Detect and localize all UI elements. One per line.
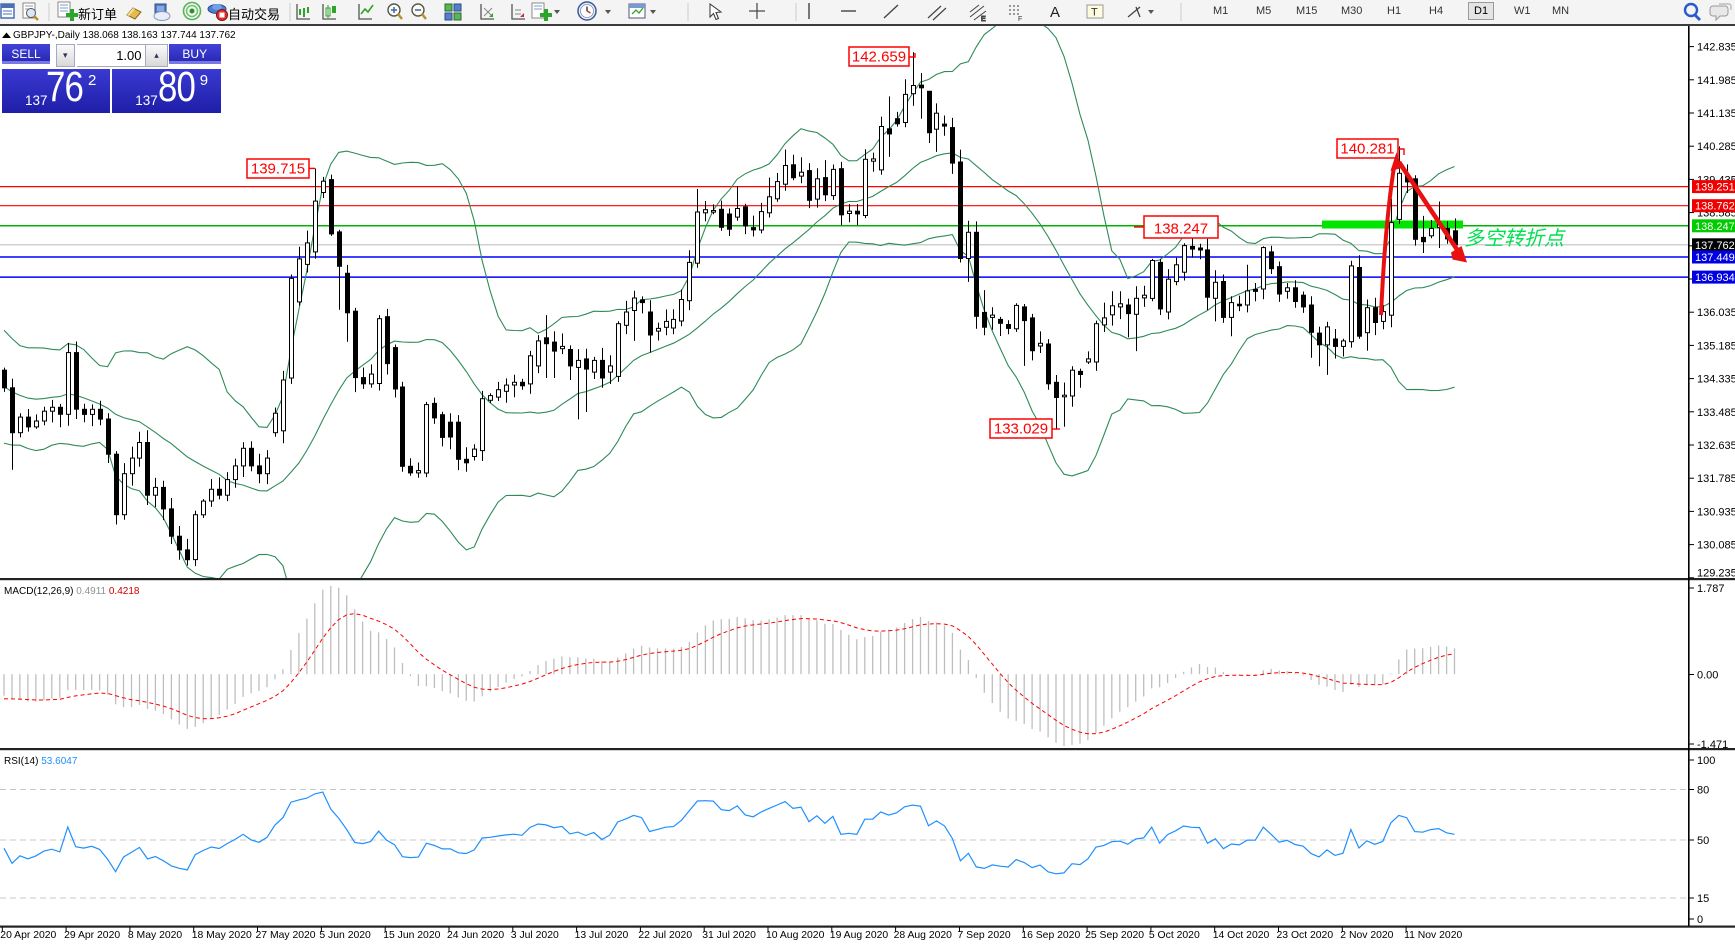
svg-text:14 Oct 2020: 14 Oct 2020 bbox=[1213, 930, 1270, 941]
svg-text:15 Jun 2020: 15 Jun 2020 bbox=[383, 930, 440, 941]
svg-text:130.085: 130.085 bbox=[1697, 540, 1735, 552]
svg-text:141.135: 141.135 bbox=[1697, 108, 1735, 120]
svg-text:7 Sep 2020: 7 Sep 2020 bbox=[958, 930, 1011, 941]
svg-text:2 Nov 2020: 2 Nov 2020 bbox=[1340, 930, 1393, 941]
svg-text:134.335: 134.335 bbox=[1697, 374, 1735, 386]
svg-text:16 Sep 2020: 16 Sep 2020 bbox=[1021, 930, 1080, 941]
svg-text:GBPJPY-,Daily 138.068 138.163: GBPJPY-,Daily 138.068 138.163 137.744 13… bbox=[13, 30, 236, 41]
svg-text:50: 50 bbox=[1697, 835, 1709, 847]
svg-text:A: A bbox=[1050, 4, 1060, 21]
svg-text:5 Oct 2020: 5 Oct 2020 bbox=[1149, 930, 1200, 941]
svg-text:135.185: 135.185 bbox=[1697, 340, 1735, 352]
svg-text:136.035: 136.035 bbox=[1697, 307, 1735, 319]
svg-text:132.635: 132.635 bbox=[1697, 440, 1735, 452]
svg-text:15: 15 bbox=[1697, 893, 1709, 905]
svg-text:133.029: 133.029 bbox=[994, 421, 1048, 438]
svg-text:139.715: 139.715 bbox=[251, 161, 305, 178]
svg-text:3 Jul 2020: 3 Jul 2020 bbox=[511, 930, 559, 941]
svg-text:133.485: 133.485 bbox=[1697, 407, 1735, 419]
svg-text:8 May 2020: 8 May 2020 bbox=[128, 930, 183, 941]
svg-text:138.762: 138.762 bbox=[1695, 201, 1735, 213]
svg-text:RSI(14) 53.6047: RSI(14) 53.6047 bbox=[4, 756, 78, 767]
svg-text:1.787: 1.787 bbox=[1697, 583, 1725, 595]
svg-text:18 May 2020: 18 May 2020 bbox=[192, 930, 252, 941]
svg-text:24 Jun 2020: 24 Jun 2020 bbox=[447, 930, 504, 941]
svg-text:MACD(12,26,9) 0.4911 0.4218: MACD(12,26,9) 0.4911 0.4218 bbox=[4, 586, 140, 597]
svg-text:137.449: 137.449 bbox=[1695, 252, 1735, 264]
svg-text:142.659: 142.659 bbox=[852, 49, 906, 66]
svg-text:5 Jun 2020: 5 Jun 2020 bbox=[319, 930, 371, 941]
svg-text:F: F bbox=[1018, 16, 1022, 23]
svg-text:多空转折点: 多空转折点 bbox=[1464, 228, 1566, 250]
svg-text:25 Sep 2020: 25 Sep 2020 bbox=[1085, 930, 1144, 941]
svg-text:28 Aug 2020: 28 Aug 2020 bbox=[894, 930, 953, 941]
svg-text:100: 100 bbox=[1697, 755, 1715, 767]
svg-text:11 Nov 2020: 11 Nov 2020 bbox=[1404, 930, 1462, 941]
svg-text:0.00: 0.00 bbox=[1697, 670, 1718, 682]
svg-text:0: 0 bbox=[1697, 914, 1703, 926]
svg-text:129.235: 129.235 bbox=[1697, 568, 1735, 580]
svg-text:20 Apr 2020: 20 Apr 2020 bbox=[0, 930, 56, 941]
svg-text:-1.471: -1.471 bbox=[1697, 739, 1728, 751]
svg-text:137.762: 137.762 bbox=[1695, 240, 1735, 252]
svg-text:131.785: 131.785 bbox=[1697, 473, 1735, 485]
svg-text:23 Oct 2020: 23 Oct 2020 bbox=[1277, 930, 1334, 941]
svg-text:141.985: 141.985 bbox=[1697, 75, 1735, 87]
svg-text:31 Jul 2020: 31 Jul 2020 bbox=[702, 930, 756, 941]
svg-text:22 Jul 2020: 22 Jul 2020 bbox=[638, 930, 692, 941]
svg-text:136.934: 136.934 bbox=[1695, 272, 1735, 284]
svg-text:19 Aug 2020: 19 Aug 2020 bbox=[830, 930, 889, 941]
svg-text:27 May 2020: 27 May 2020 bbox=[256, 930, 316, 941]
svg-text:130.935: 130.935 bbox=[1697, 506, 1735, 518]
svg-text:138.247: 138.247 bbox=[1154, 221, 1208, 238]
svg-text:142.835: 142.835 bbox=[1697, 42, 1735, 54]
svg-text:29 Apr 2020: 29 Apr 2020 bbox=[64, 930, 120, 941]
svg-text:T: T bbox=[1091, 7, 1098, 19]
svg-text:13 Jul 2020: 13 Jul 2020 bbox=[575, 930, 629, 941]
svg-text:140.281: 140.281 bbox=[1340, 141, 1394, 158]
svg-text:E: E bbox=[981, 16, 986, 23]
svg-text:138.247: 138.247 bbox=[1695, 221, 1735, 233]
svg-text:139.251: 139.251 bbox=[1695, 182, 1735, 194]
svg-text:80: 80 bbox=[1697, 785, 1709, 797]
svg-text:140.285: 140.285 bbox=[1697, 141, 1735, 153]
svg-text:10 Aug 2020: 10 Aug 2020 bbox=[766, 930, 825, 941]
